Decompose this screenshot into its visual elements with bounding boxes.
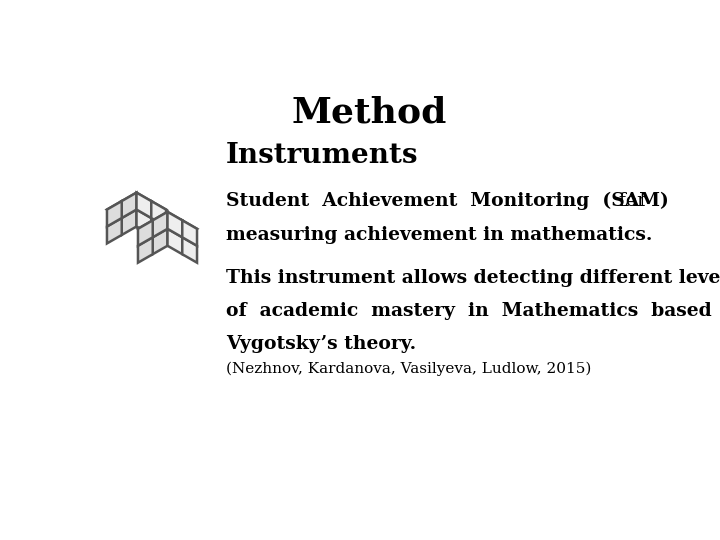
Polygon shape	[137, 201, 166, 218]
Text: This instrument allows detecting different levels: This instrument allows detecting differe…	[225, 269, 720, 287]
Text: Student  Achievement  Monitoring  (SAM): Student Achievement Monitoring (SAM)	[225, 192, 668, 210]
Polygon shape	[151, 218, 166, 244]
Polygon shape	[122, 210, 151, 226]
Polygon shape	[122, 193, 137, 218]
Text: Instruments: Instruments	[225, 142, 418, 169]
Polygon shape	[122, 193, 151, 210]
Polygon shape	[137, 193, 151, 218]
Text: Method: Method	[292, 96, 446, 130]
Polygon shape	[153, 212, 182, 229]
Polygon shape	[153, 229, 168, 254]
Polygon shape	[107, 201, 137, 218]
Polygon shape	[138, 220, 168, 237]
Text: for: for	[613, 192, 646, 210]
Polygon shape	[153, 212, 168, 237]
Text: measuring achievement in mathematics.: measuring achievement in mathematics.	[225, 226, 652, 245]
Polygon shape	[168, 220, 197, 237]
Polygon shape	[153, 229, 182, 246]
Polygon shape	[168, 212, 182, 237]
Polygon shape	[137, 210, 151, 235]
Text: of  academic  mastery  in  Mathematics  based  on: of academic mastery in Mathematics based…	[225, 302, 720, 320]
Text: (Nezhnov, Kardanova, Vasilyeva, Ludlow, 2015): (Nezhnov, Kardanova, Vasilyeva, Ludlow, …	[225, 361, 591, 376]
Polygon shape	[182, 220, 197, 246]
Polygon shape	[107, 201, 122, 226]
Polygon shape	[138, 237, 153, 262]
Text: Vygotsky’s theory.: Vygotsky’s theory.	[225, 335, 415, 353]
Polygon shape	[122, 210, 137, 235]
Polygon shape	[182, 237, 197, 262]
Polygon shape	[151, 201, 166, 226]
Polygon shape	[138, 220, 153, 246]
Polygon shape	[107, 218, 122, 244]
Polygon shape	[168, 229, 182, 254]
